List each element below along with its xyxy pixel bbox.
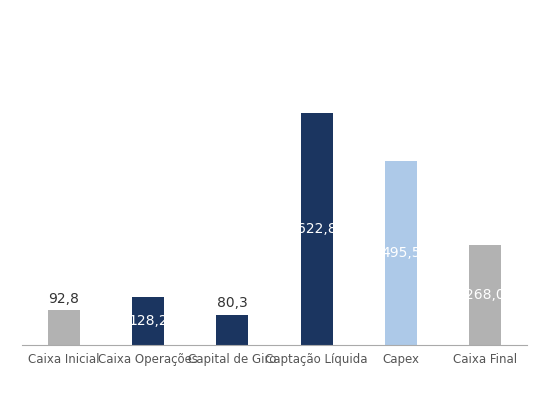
Bar xyxy=(48,310,80,345)
Text: 128,2: 128,2 xyxy=(128,314,168,328)
Bar xyxy=(216,315,248,345)
Text: 80,3: 80,3 xyxy=(217,296,247,310)
Text: 622,8: 622,8 xyxy=(297,222,336,236)
Bar xyxy=(132,297,164,345)
Bar xyxy=(385,160,417,345)
Bar xyxy=(301,113,332,345)
Text: 92,8: 92,8 xyxy=(48,291,79,306)
Bar xyxy=(469,245,501,345)
Text: 495,5: 495,5 xyxy=(381,246,421,259)
Text: 268,0: 268,0 xyxy=(465,288,505,302)
